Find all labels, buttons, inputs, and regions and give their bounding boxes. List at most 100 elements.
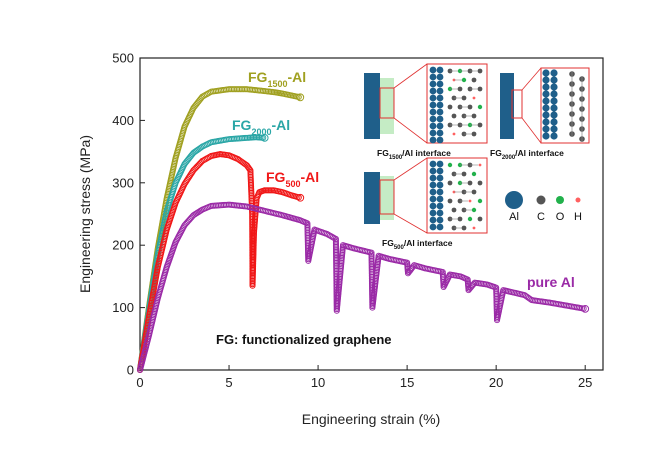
inset-fg500-interlayer <box>380 176 394 220</box>
molecule-atom <box>447 180 453 186</box>
series-label-fg2000: FG2000-Al <box>232 117 290 137</box>
inset-fg1500-label: FG1500/Al interface <box>377 148 451 161</box>
al-atom <box>436 167 444 175</box>
al-atom <box>550 83 558 91</box>
inset-fg2000-zoom-box <box>511 89 523 119</box>
data-point <box>246 166 253 173</box>
molecule-atom <box>471 189 477 195</box>
y-axis-label: Engineering stress (MPa) <box>77 135 93 293</box>
y-tick-label: 200 <box>112 238 134 253</box>
legend-al-icon <box>505 191 523 209</box>
al-atom <box>429 129 437 137</box>
molecule-atom <box>447 162 453 168</box>
x-tick-label: 25 <box>578 375 592 390</box>
inset-fg500-label: FG500/Al interface <box>382 238 453 251</box>
al-atom <box>550 90 558 98</box>
al-atom <box>542 90 550 98</box>
x-tick-label: 15 <box>400 375 414 390</box>
molecule-atom <box>471 171 477 177</box>
inset-fg500-atoms <box>429 160 483 231</box>
al-atom <box>542 132 550 140</box>
y-tick-label: 300 <box>112 175 134 190</box>
al-atom <box>550 69 558 77</box>
inset-fg1500: FG1500/Al interface <box>364 63 488 161</box>
molecule-atom <box>477 216 483 222</box>
molecule-atom <box>461 225 467 231</box>
al-atom <box>429 202 437 210</box>
al-atom <box>429 108 437 116</box>
al-atom <box>429 101 437 109</box>
molecule-atom <box>451 113 457 119</box>
al-atom <box>550 97 558 105</box>
molecule-atom <box>478 163 482 167</box>
inset-fg500-slab <box>364 172 380 224</box>
molecule-atom <box>477 68 483 74</box>
al-atom <box>436 160 444 168</box>
molecule-atom <box>447 104 453 110</box>
molecule-atom <box>457 86 463 92</box>
molecule-atom <box>477 180 483 186</box>
al-atom <box>436 80 444 88</box>
molecule-atom <box>461 171 467 177</box>
inset-fg2000-slab <box>500 73 514 139</box>
molecule-atom <box>461 77 467 83</box>
al-atom <box>429 167 437 175</box>
al-atom <box>436 216 444 224</box>
molecule-atom <box>471 131 477 137</box>
al-atom <box>550 111 558 119</box>
molecule-atom <box>467 180 473 186</box>
al-atom <box>550 125 558 133</box>
legend-c-icon <box>536 195 546 205</box>
atom-legend: Al C O H <box>505 191 582 223</box>
al-atom <box>550 132 558 140</box>
inset-fg500: FG500/Al interface <box>364 157 488 251</box>
series-label-fg500: FG500-Al <box>266 169 319 189</box>
al-atom <box>542 111 550 119</box>
al-atom <box>429 209 437 217</box>
al-atom <box>429 73 437 81</box>
x-tick-label: 20 <box>489 375 503 390</box>
x-tick-label: 10 <box>311 375 325 390</box>
al-atom <box>436 223 444 231</box>
al-atom <box>542 97 550 105</box>
molecule-atom <box>457 216 463 222</box>
inset-fg1500-interlayer <box>380 78 394 134</box>
inset-fg1500-slab <box>364 73 380 139</box>
inset-fg1500-zoom-line <box>393 117 428 144</box>
al-atom <box>436 73 444 81</box>
al-atom <box>429 188 437 196</box>
al-atom <box>436 209 444 217</box>
y-tick-label: 0 <box>127 363 134 378</box>
al-atom <box>550 76 558 84</box>
x-tick-label: 0 <box>136 375 143 390</box>
al-atom <box>429 181 437 189</box>
inset-fg1500-zoom-line <box>393 63 428 89</box>
al-atom <box>436 108 444 116</box>
molecule-atom <box>468 199 472 203</box>
al-atom <box>436 66 444 74</box>
molecule-atom <box>472 96 476 100</box>
plot-frame <box>139 57 604 371</box>
data-point <box>260 133 269 142</box>
al-atom <box>429 115 437 123</box>
molecule-atom <box>471 113 477 119</box>
al-atom <box>436 181 444 189</box>
molecule-atom <box>477 86 483 92</box>
y-tick-label: 100 <box>112 300 134 315</box>
al-atom <box>542 69 550 77</box>
inset-fg500-zoom-line <box>393 157 428 181</box>
series-label-pure-al: pure Al <box>527 274 575 290</box>
legend-h-label: H <box>574 211 582 223</box>
al-atom <box>429 136 437 144</box>
molecule-atom <box>452 132 456 136</box>
molecule-atom <box>471 207 477 213</box>
series-label-fg1500: FG1500-Al <box>248 69 306 89</box>
inset-fg2000-zoom-line <box>521 117 542 144</box>
al-atom <box>436 115 444 123</box>
legend-c-label: C <box>537 211 545 223</box>
al-atom <box>436 174 444 182</box>
al-atom <box>542 83 550 91</box>
inset-fg2000-atoms <box>542 69 585 142</box>
y-axis-ticks: 0 100 200 300 400 500 <box>112 51 145 378</box>
